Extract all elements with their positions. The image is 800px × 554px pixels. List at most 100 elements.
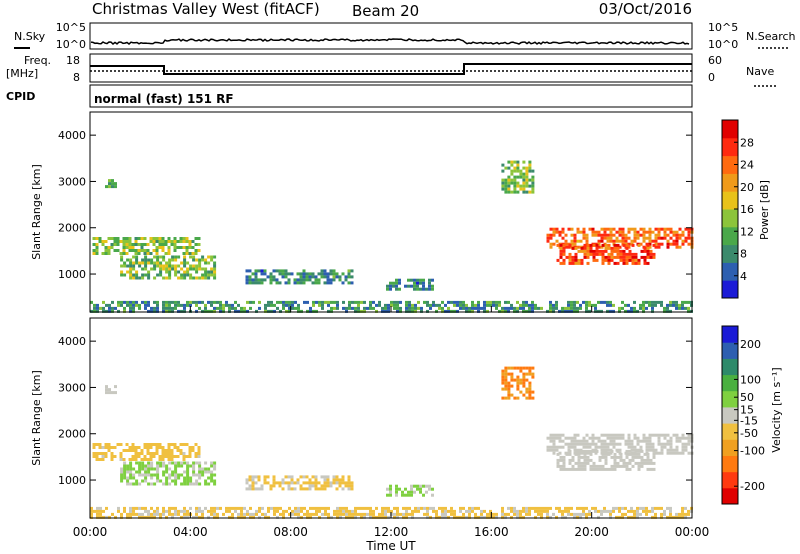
velocity-cell — [273, 506, 276, 510]
velocity-cell — [147, 467, 151, 471]
velocity-cell — [147, 461, 151, 465]
power-cell — [413, 281, 416, 285]
power-cell — [586, 246, 590, 250]
power-cell — [609, 230, 613, 234]
velocity-cell — [585, 515, 588, 519]
velocity-cell — [180, 482, 184, 486]
power-cell — [132, 261, 136, 265]
power-cell — [338, 278, 342, 282]
velocity-cell — [678, 512, 681, 516]
power-cell — [607, 246, 611, 250]
power-cell — [408, 300, 411, 304]
velocity-cell — [549, 448, 553, 452]
velocity-cell — [447, 515, 450, 519]
power-cell — [314, 278, 318, 282]
power-cell — [336, 306, 339, 310]
power-cell — [192, 267, 196, 271]
power-cell — [552, 227, 556, 231]
velocity-cell — [314, 481, 318, 485]
velocity-cell — [165, 464, 169, 468]
power-cell — [120, 255, 124, 259]
velocity-cell — [528, 396, 532, 400]
power-cell — [135, 303, 138, 307]
velocity-cell — [648, 445, 652, 449]
power-cell — [288, 306, 291, 310]
power-cell — [114, 182, 117, 186]
velocity-cell — [651, 445, 655, 449]
velocity-cell — [573, 442, 577, 446]
velocity-cell — [624, 506, 627, 510]
power-cell — [132, 306, 135, 310]
power-cell — [251, 272, 255, 276]
velocity-cell — [254, 481, 258, 485]
velocity-cell — [574, 452, 578, 456]
power-cell — [270, 309, 273, 313]
power-cell — [504, 190, 508, 194]
velocity-cell — [260, 484, 264, 488]
power-cell — [510, 303, 513, 307]
velocity-cell — [156, 473, 160, 477]
power-cell — [182, 240, 186, 243]
velocity-cell — [441, 512, 444, 516]
power-cell — [143, 237, 147, 240]
velocity-cell — [180, 473, 184, 477]
velocity-cell — [465, 509, 468, 513]
power-cell — [162, 276, 166, 280]
velocity-cell — [201, 470, 205, 474]
power-cell — [555, 303, 558, 307]
power-cell — [606, 227, 610, 231]
velocity-cell — [687, 442, 691, 446]
power-cell — [146, 252, 150, 255]
velocity-cell — [114, 385, 117, 389]
velocity-cell — [404, 493, 407, 497]
power-cell — [498, 303, 501, 307]
velocity-cell — [299, 475, 303, 479]
velocity-cell — [525, 390, 529, 394]
power-cell — [384, 309, 387, 313]
velocity-cell — [339, 515, 342, 519]
velocity-cell — [648, 509, 651, 513]
power-cell — [495, 306, 498, 310]
power-cell — [102, 300, 105, 304]
velocity-cell — [168, 461, 172, 465]
power-cell — [182, 252, 186, 255]
power-cell — [155, 237, 159, 240]
power-cell — [243, 306, 246, 310]
power-cell — [522, 309, 525, 313]
power-cell — [120, 303, 123, 307]
power-cell — [405, 309, 408, 313]
velocity-cell — [601, 452, 605, 456]
power-cell — [147, 300, 150, 304]
velocity-cell — [186, 515, 189, 519]
velocity-cell — [663, 436, 667, 440]
velocity-cell — [419, 487, 422, 491]
power-cell — [504, 306, 507, 310]
power-cell — [525, 175, 529, 179]
velocity-cell — [210, 512, 213, 516]
velocity-cell — [102, 515, 105, 519]
power-cell — [619, 252, 623, 256]
velocity-cell — [681, 506, 684, 510]
power-cell — [585, 236, 589, 240]
power-cell — [516, 181, 520, 185]
power-cell — [281, 272, 285, 276]
velocity-cell — [531, 506, 534, 510]
power-cell — [153, 264, 157, 268]
power-cell — [201, 267, 205, 271]
power-cell — [603, 236, 607, 240]
velocity-cell — [105, 388, 108, 392]
velocity-cell — [619, 464, 623, 468]
power-cell — [510, 169, 514, 173]
power-cell — [165, 309, 168, 313]
velocity-cell — [174, 470, 178, 474]
velocity-cell — [164, 449, 168, 452]
power-cell — [579, 306, 582, 310]
velocity-cell — [257, 475, 261, 479]
power-cell — [155, 246, 159, 249]
velocity-cell — [606, 509, 609, 513]
power-cell — [642, 227, 646, 231]
power-cell — [417, 306, 420, 310]
power-cell — [120, 258, 124, 262]
velocity-cell — [213, 512, 216, 516]
